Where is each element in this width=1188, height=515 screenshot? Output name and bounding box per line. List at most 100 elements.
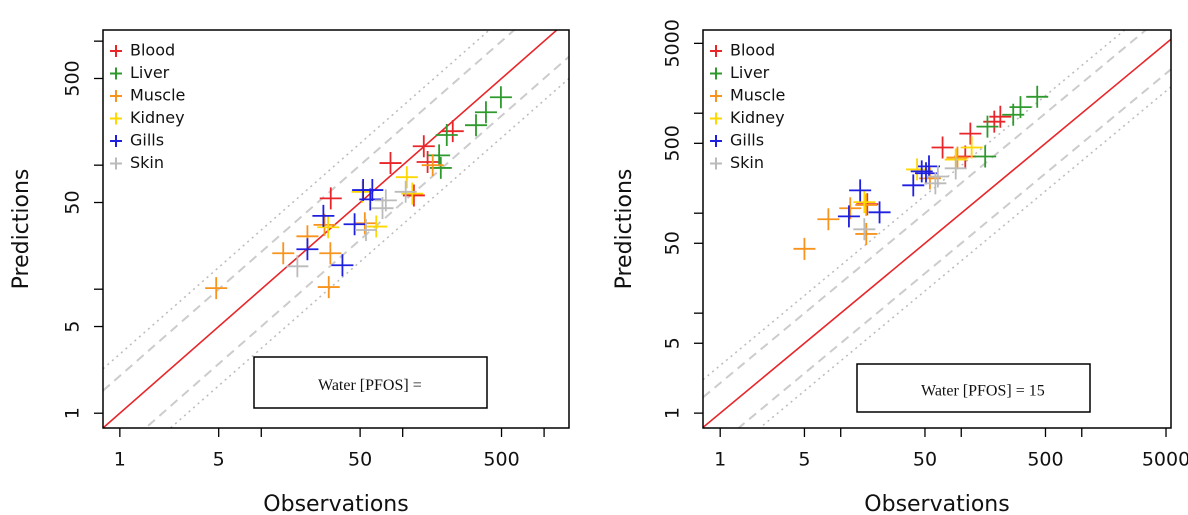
y-tick-label: 5 xyxy=(62,320,84,332)
data-point xyxy=(853,191,876,214)
x-tick-label: 5000 xyxy=(1142,449,1188,471)
data-point xyxy=(902,174,925,197)
data-point xyxy=(974,145,997,168)
legend-label: Blood xyxy=(730,41,775,60)
fold-line xyxy=(103,30,516,392)
y-tick-label: 50 xyxy=(662,231,684,255)
data-point xyxy=(361,179,384,202)
legend-marker xyxy=(110,45,122,57)
data-point xyxy=(944,157,967,180)
data-point xyxy=(855,193,878,216)
data-point xyxy=(421,154,444,177)
x-tick-label: 5 xyxy=(213,449,225,471)
data-point xyxy=(272,242,295,265)
y-tick-label: 500 xyxy=(662,125,684,161)
panel: Blood Liver Muscle Kidney Gills Skin Water [PF… xyxy=(9,29,570,515)
fold-line xyxy=(736,68,1171,428)
annotation-box xyxy=(856,363,1091,413)
identity-line xyxy=(703,38,1171,428)
data-point xyxy=(416,151,439,174)
legend-marker xyxy=(710,135,722,147)
x-axis-title: Observations xyxy=(864,492,1009,515)
data-point xyxy=(331,254,354,277)
y-axis-title: Predictions xyxy=(612,169,637,290)
identity-line xyxy=(103,30,559,428)
legend-marker xyxy=(110,135,122,147)
data-point xyxy=(855,222,878,245)
data-point xyxy=(286,255,309,278)
annotation: Water [PFOS] = 15 xyxy=(921,383,1045,400)
plot-frame xyxy=(102,29,570,429)
y-tick-label: 50 xyxy=(62,190,84,214)
data-point xyxy=(959,122,982,145)
data-point xyxy=(489,86,512,109)
data-point xyxy=(946,146,969,169)
plot-frame xyxy=(702,29,1172,429)
legend-label: Liver xyxy=(130,63,170,82)
legend-marker xyxy=(710,112,722,125)
legend-background xyxy=(704,31,804,178)
data-point xyxy=(317,276,340,299)
data-point xyxy=(989,105,1012,128)
legend-label: Gills xyxy=(130,131,164,150)
x-tick-label: 5 xyxy=(798,449,810,471)
data-point xyxy=(312,204,335,227)
data-point xyxy=(926,165,949,188)
data-point xyxy=(1009,96,1032,119)
legend-label: Muscle xyxy=(730,86,785,105)
legend-label: Muscle xyxy=(130,86,185,105)
data-point xyxy=(319,242,342,265)
data-point xyxy=(465,114,488,137)
data-point xyxy=(395,166,418,189)
data-point xyxy=(837,205,860,228)
x-tick-label: 1 xyxy=(714,449,726,471)
data-point xyxy=(365,215,388,238)
legend-marker xyxy=(710,157,722,170)
data-point xyxy=(205,277,228,300)
y-tick-label: 5 xyxy=(662,337,684,349)
legend-label: Kidney xyxy=(130,108,185,127)
legend-marker xyxy=(710,90,722,102)
data-point xyxy=(960,136,983,159)
legend-label: Blood xyxy=(130,41,175,60)
data-point xyxy=(374,189,397,212)
data-point xyxy=(817,208,840,231)
legend-marker xyxy=(110,67,122,80)
data-point xyxy=(296,238,319,261)
data-point xyxy=(1026,85,1049,108)
fold-line xyxy=(103,30,491,370)
legend-label: Skin xyxy=(730,153,764,172)
x-axis-title: Observations xyxy=(263,492,408,515)
data-point xyxy=(441,120,464,143)
data-point xyxy=(319,187,342,210)
fold-line xyxy=(144,55,569,428)
data-point xyxy=(313,213,336,236)
data-point xyxy=(379,152,402,175)
data-point xyxy=(474,101,497,124)
legend-marker xyxy=(710,45,722,57)
data-point xyxy=(354,219,377,242)
x-tick-label: 50 xyxy=(348,449,372,471)
y-tick-label: 1 xyxy=(62,407,84,419)
data-point xyxy=(428,144,451,167)
data-point xyxy=(317,216,340,239)
legend-label: Liver xyxy=(730,63,770,82)
legend-label: Kidney xyxy=(730,108,785,127)
data-point xyxy=(906,158,929,181)
x-tick-label: 1 xyxy=(114,449,126,471)
data-point xyxy=(412,135,435,158)
legend-marker xyxy=(110,112,122,125)
data-point xyxy=(914,162,937,185)
data-point xyxy=(849,179,872,202)
x-tick-label: 500 xyxy=(483,449,519,471)
legend-marker xyxy=(710,67,722,80)
reference-lines xyxy=(703,30,1171,428)
legend-background xyxy=(104,31,204,178)
fold-line xyxy=(169,77,569,428)
x-tick-label: 500 xyxy=(1027,449,1063,471)
fold-line xyxy=(703,30,1148,399)
y-tick-label: 5000 xyxy=(662,19,684,67)
data-point xyxy=(793,237,816,260)
legend-label: Gills xyxy=(730,131,764,150)
